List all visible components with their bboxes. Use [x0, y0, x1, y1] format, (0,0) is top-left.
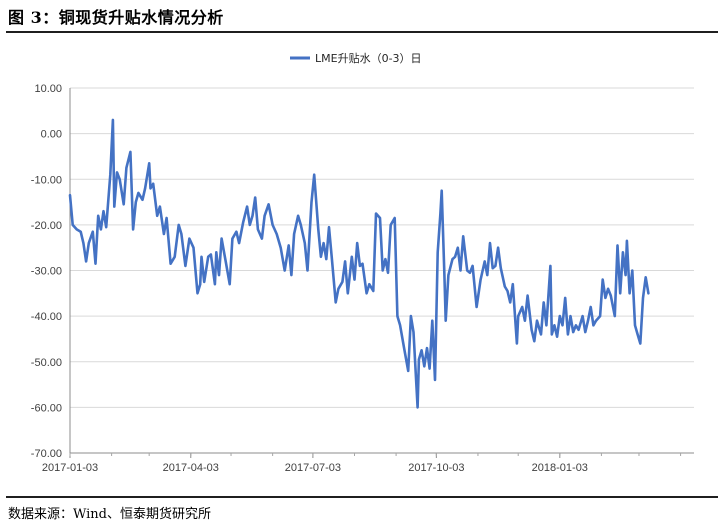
y-tick-label: -70.00: [31, 448, 62, 460]
y-axis-ticks: 10.00 0.00 -10.00 -20.00 -30.00 -40.00 -50.00 -…: [31, 83, 62, 460]
y-tick-label: -50.00: [31, 357, 62, 369]
line-chart: 10.00 0.00 -10.00 -20.00 -30.00 -40.00 -50.00 -…: [31, 51, 694, 474]
figure-title: 图 3：铜现货升贴水情况分析: [8, 8, 224, 27]
source-note: 数据来源：Wind、恒泰期货研究所: [8, 507, 211, 522]
legend-label: LME升贴水（0-3）日: [315, 51, 422, 65]
legend: LME升贴水（0-3）日: [290, 51, 422, 65]
x-tick-label: 2018-01-03: [532, 462, 588, 474]
top-rule: [6, 31, 718, 33]
x-tick-label: 2017-10-03: [408, 462, 464, 474]
y-tick-label: -40.00: [31, 311, 62, 323]
y-tick-label: -30.00: [31, 266, 62, 278]
y-tick-label: -60.00: [31, 402, 62, 414]
x-tick-label: 2017-07-03: [285, 462, 341, 474]
bottom-rule: [6, 496, 718, 498]
x-axis-ticks: 2017-01-03 2017-04-03 2017-07-03 2017-10-03…: [42, 453, 682, 474]
y-tick-label: 0.00: [41, 129, 62, 141]
y-tick-label: -20.00: [31, 220, 62, 232]
series-layer: [68, 118, 650, 409]
series-line: [68, 118, 650, 409]
y-tick-label: 10.00: [34, 83, 62, 95]
x-tick-label: 2017-01-03: [42, 462, 98, 474]
y-tick-label: -10.00: [31, 174, 62, 186]
axes: [69, 88, 694, 454]
x-tick-label: 2017-04-03: [163, 462, 219, 474]
